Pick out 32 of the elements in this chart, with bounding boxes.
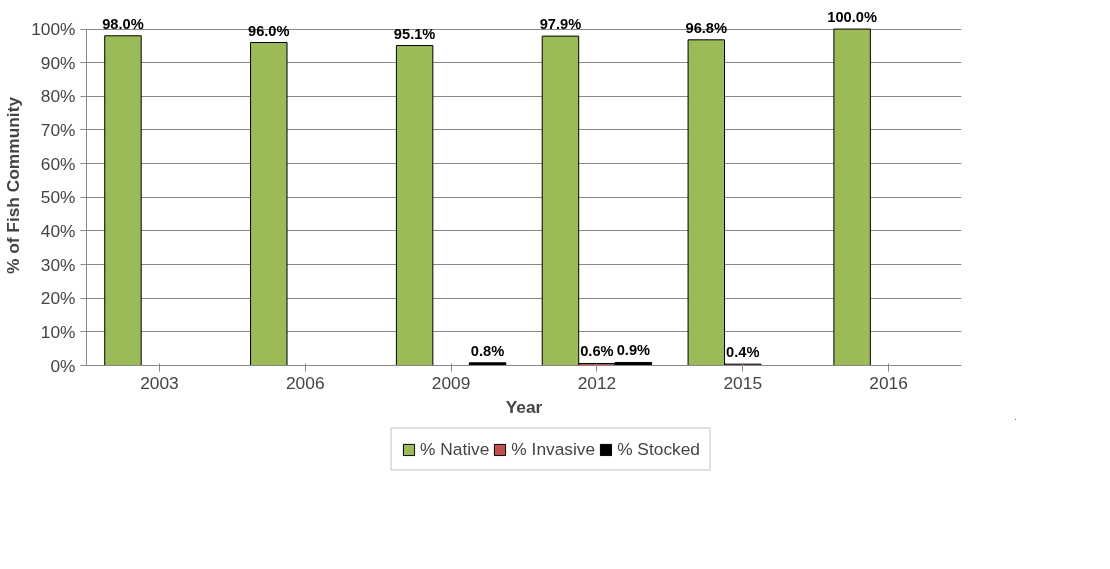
data-label: 96.8% <box>685 19 728 36</box>
data-label: 0.4% <box>726 344 760 361</box>
data-label: 0.8% <box>470 342 505 359</box>
x-tick-label: 2012 <box>577 372 617 393</box>
y-tick-label: 0% <box>50 355 76 376</box>
data-label: 97.9% <box>539 16 582 33</box>
y-tick-label: 60% <box>40 153 76 174</box>
y-tick-label: 100% <box>31 19 76 40</box>
y-tick-label: 30% <box>40 254 76 275</box>
legend-label: % Stocked <box>617 438 700 460</box>
x-tick-label: 2003 <box>140 372 179 393</box>
x-axis-title: Year <box>505 396 543 417</box>
data-label: 0.6% <box>580 343 614 360</box>
y-tick-label: 90% <box>40 52 76 73</box>
data-label: 0.9% <box>616 342 651 359</box>
y-tick-label: 80% <box>40 86 76 107</box>
y-tick-label: 40% <box>40 220 76 241</box>
data-label: 98.0% <box>102 15 144 32</box>
y-tick-label: 50% <box>40 187 76 208</box>
legend-label: % Invasive <box>511 438 596 460</box>
y-tick-label: 20% <box>40 288 76 309</box>
x-tick-label: 2016 <box>869 372 908 393</box>
x-tick-label: 2006 <box>285 372 325 393</box>
y-axis-title: % of Fish Community <box>3 96 24 275</box>
data-label: 95.1% <box>393 25 436 42</box>
x-tick-label: 2015 <box>723 372 763 393</box>
data-label: 96.0% <box>248 22 290 39</box>
x-tick-label: 2009 <box>431 372 471 393</box>
legend-label: % Native <box>420 438 490 460</box>
y-tick-label: 10% <box>40 321 76 342</box>
data-label: 100.0% <box>827 9 877 26</box>
y-tick-label: 70% <box>40 119 76 140</box>
